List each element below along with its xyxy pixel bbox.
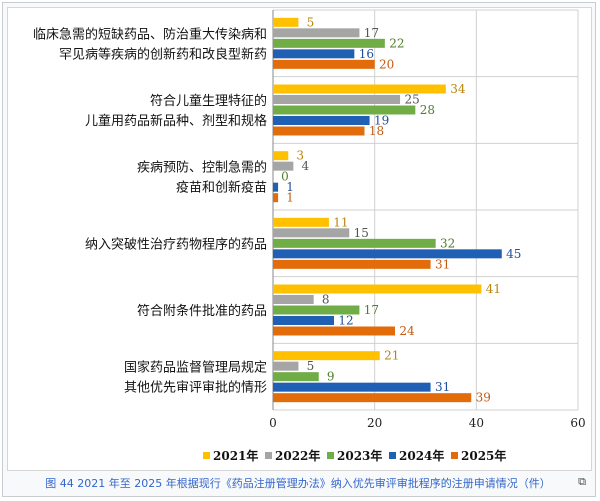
data-label: 31 — [435, 380, 450, 394]
legend-label: 2022年 — [275, 448, 320, 463]
bar-2021年-5 — [273, 351, 380, 361]
data-label: 18 — [369, 124, 384, 138]
bar-2022年-3 — [273, 228, 350, 238]
bar-2021年-1 — [273, 84, 446, 94]
data-label: 32 — [440, 236, 455, 250]
chart-container: 0 20 40 60 5 17 22 16 20 临床急需的短缺药品、防治重大传染病和 罕见病等疾病… — [7, 7, 592, 471]
bar-2021年-0 — [273, 17, 299, 27]
x-tick-label: 40 — [469, 416, 484, 430]
bar-2022年-4 — [273, 295, 314, 304]
legend-label: 2021年 — [213, 448, 258, 463]
bar-2024年-4 — [273, 316, 334, 325]
x-tick-label: 0 — [269, 416, 277, 430]
legend-swatch-2022年 — [265, 452, 272, 459]
bar-2024年-2 — [273, 182, 279, 192]
legend-swatch-2021年 — [203, 452, 210, 459]
legend-swatch-2024年 — [389, 452, 396, 459]
bar-2025年-4 — [273, 326, 395, 336]
bar-2023年-0 — [273, 38, 385, 48]
data-label: 22 — [389, 36, 404, 50]
legend-label: 2024年 — [399, 448, 444, 463]
category-label: 符合附条件批准的药品 — [137, 303, 267, 319]
data-label: 0 — [281, 170, 289, 184]
category-label: 疫苗和创新疫苗 — [176, 180, 267, 196]
category-label: 纳入突破性治疗药物程序的药品 — [85, 236, 267, 252]
data-label: 45 — [506, 247, 521, 261]
figure-caption[interactable]: 图 44 2021 年至 2025 年根据现行《药品注册管理办法》纳入优先审评审… — [45, 477, 551, 490]
bar-2025年-3 — [273, 259, 431, 269]
data-label: 5 — [307, 15, 315, 29]
category-label: 国家药品监督管理局规定 — [124, 360, 267, 376]
bar-2023年-3 — [273, 238, 436, 248]
bar-2022年-2 — [273, 161, 294, 171]
bar-2022年-1 — [273, 95, 401, 104]
bar-2022年-5 — [273, 361, 299, 371]
bar-2025年-5 — [273, 393, 472, 403]
expand-icon[interactable]: ⧉ — [578, 475, 586, 488]
data-label: 4 — [302, 159, 310, 173]
data-label: 3 — [296, 149, 304, 163]
legend-swatch-2025年 — [451, 452, 458, 459]
data-label: 20 — [379, 57, 394, 71]
data-label: 1 — [286, 180, 294, 194]
legend-label: 2023年 — [337, 448, 382, 463]
data-label: 12 — [338, 314, 353, 328]
bar-2022年-0 — [273, 28, 360, 38]
bar-2025年-2 — [273, 193, 279, 203]
bar-2023年-1 — [273, 105, 416, 115]
bar-2024年-5 — [273, 382, 431, 392]
data-label: 5 — [307, 359, 315, 373]
data-label: 34 — [450, 82, 466, 96]
bar-chart: 0 20 40 60517221620临床急需的短缺药品、防治重大传染病和罕见病等疾病… — [33, 9, 586, 463]
data-label: 15 — [354, 226, 369, 240]
category-label: 罕见病等疾病的创新药和改良型新药 — [59, 46, 267, 62]
bar-2021年-3 — [273, 217, 329, 227]
bar-2024年-1 — [273, 116, 370, 125]
legend-label: 2025年 — [461, 448, 506, 463]
figure-frame: 0 20 40 60 5 17 22 16 20 临床急需的短缺药品、防治重大传染病和 罕见病等疾病… — [2, 2, 596, 497]
data-label: 11 — [333, 215, 348, 229]
bar-2024年-0 — [273, 49, 355, 59]
data-label: 24 — [399, 324, 415, 338]
category-label: 临床急需的短缺药品、防治重大传染病和 — [33, 26, 267, 42]
category-label: 疾病预防、控制急需的 — [137, 160, 267, 176]
category-label: 其他优先审评审批的情形 — [124, 380, 267, 396]
bar-2021年-4 — [273, 284, 482, 294]
data-label: 28 — [420, 103, 435, 117]
data-label: 39 — [476, 391, 491, 405]
bar-2025年-0 — [273, 59, 375, 69]
bar-2024年-3 — [273, 249, 502, 259]
x-tick-label: 60 — [570, 416, 585, 430]
bar-2025年-1 — [273, 126, 365, 136]
data-label: 21 — [384, 349, 399, 363]
data-label: 41 — [486, 282, 501, 296]
category-label: 儿童用药品新品种、剂型和规格 — [85, 113, 267, 129]
bar-2021年-2 — [273, 151, 289, 161]
data-label: 19 — [374, 114, 389, 128]
bar-2023年-5 — [273, 372, 319, 382]
data-label: 31 — [435, 257, 450, 271]
data-label: 9 — [327, 370, 335, 384]
data-label: 17 — [364, 303, 379, 317]
data-label: 8 — [322, 293, 330, 307]
data-label: 25 — [404, 93, 419, 107]
x-tick-label: 20 — [367, 416, 382, 430]
data-label: 16 — [359, 47, 374, 61]
data-label: 1 — [286, 191, 294, 205]
data-label: 17 — [364, 26, 379, 40]
legend-swatch-2023年 — [327, 452, 334, 459]
bar-2023年-4 — [273, 305, 360, 315]
category-label: 符合儿童生理特征的 — [150, 93, 267, 109]
